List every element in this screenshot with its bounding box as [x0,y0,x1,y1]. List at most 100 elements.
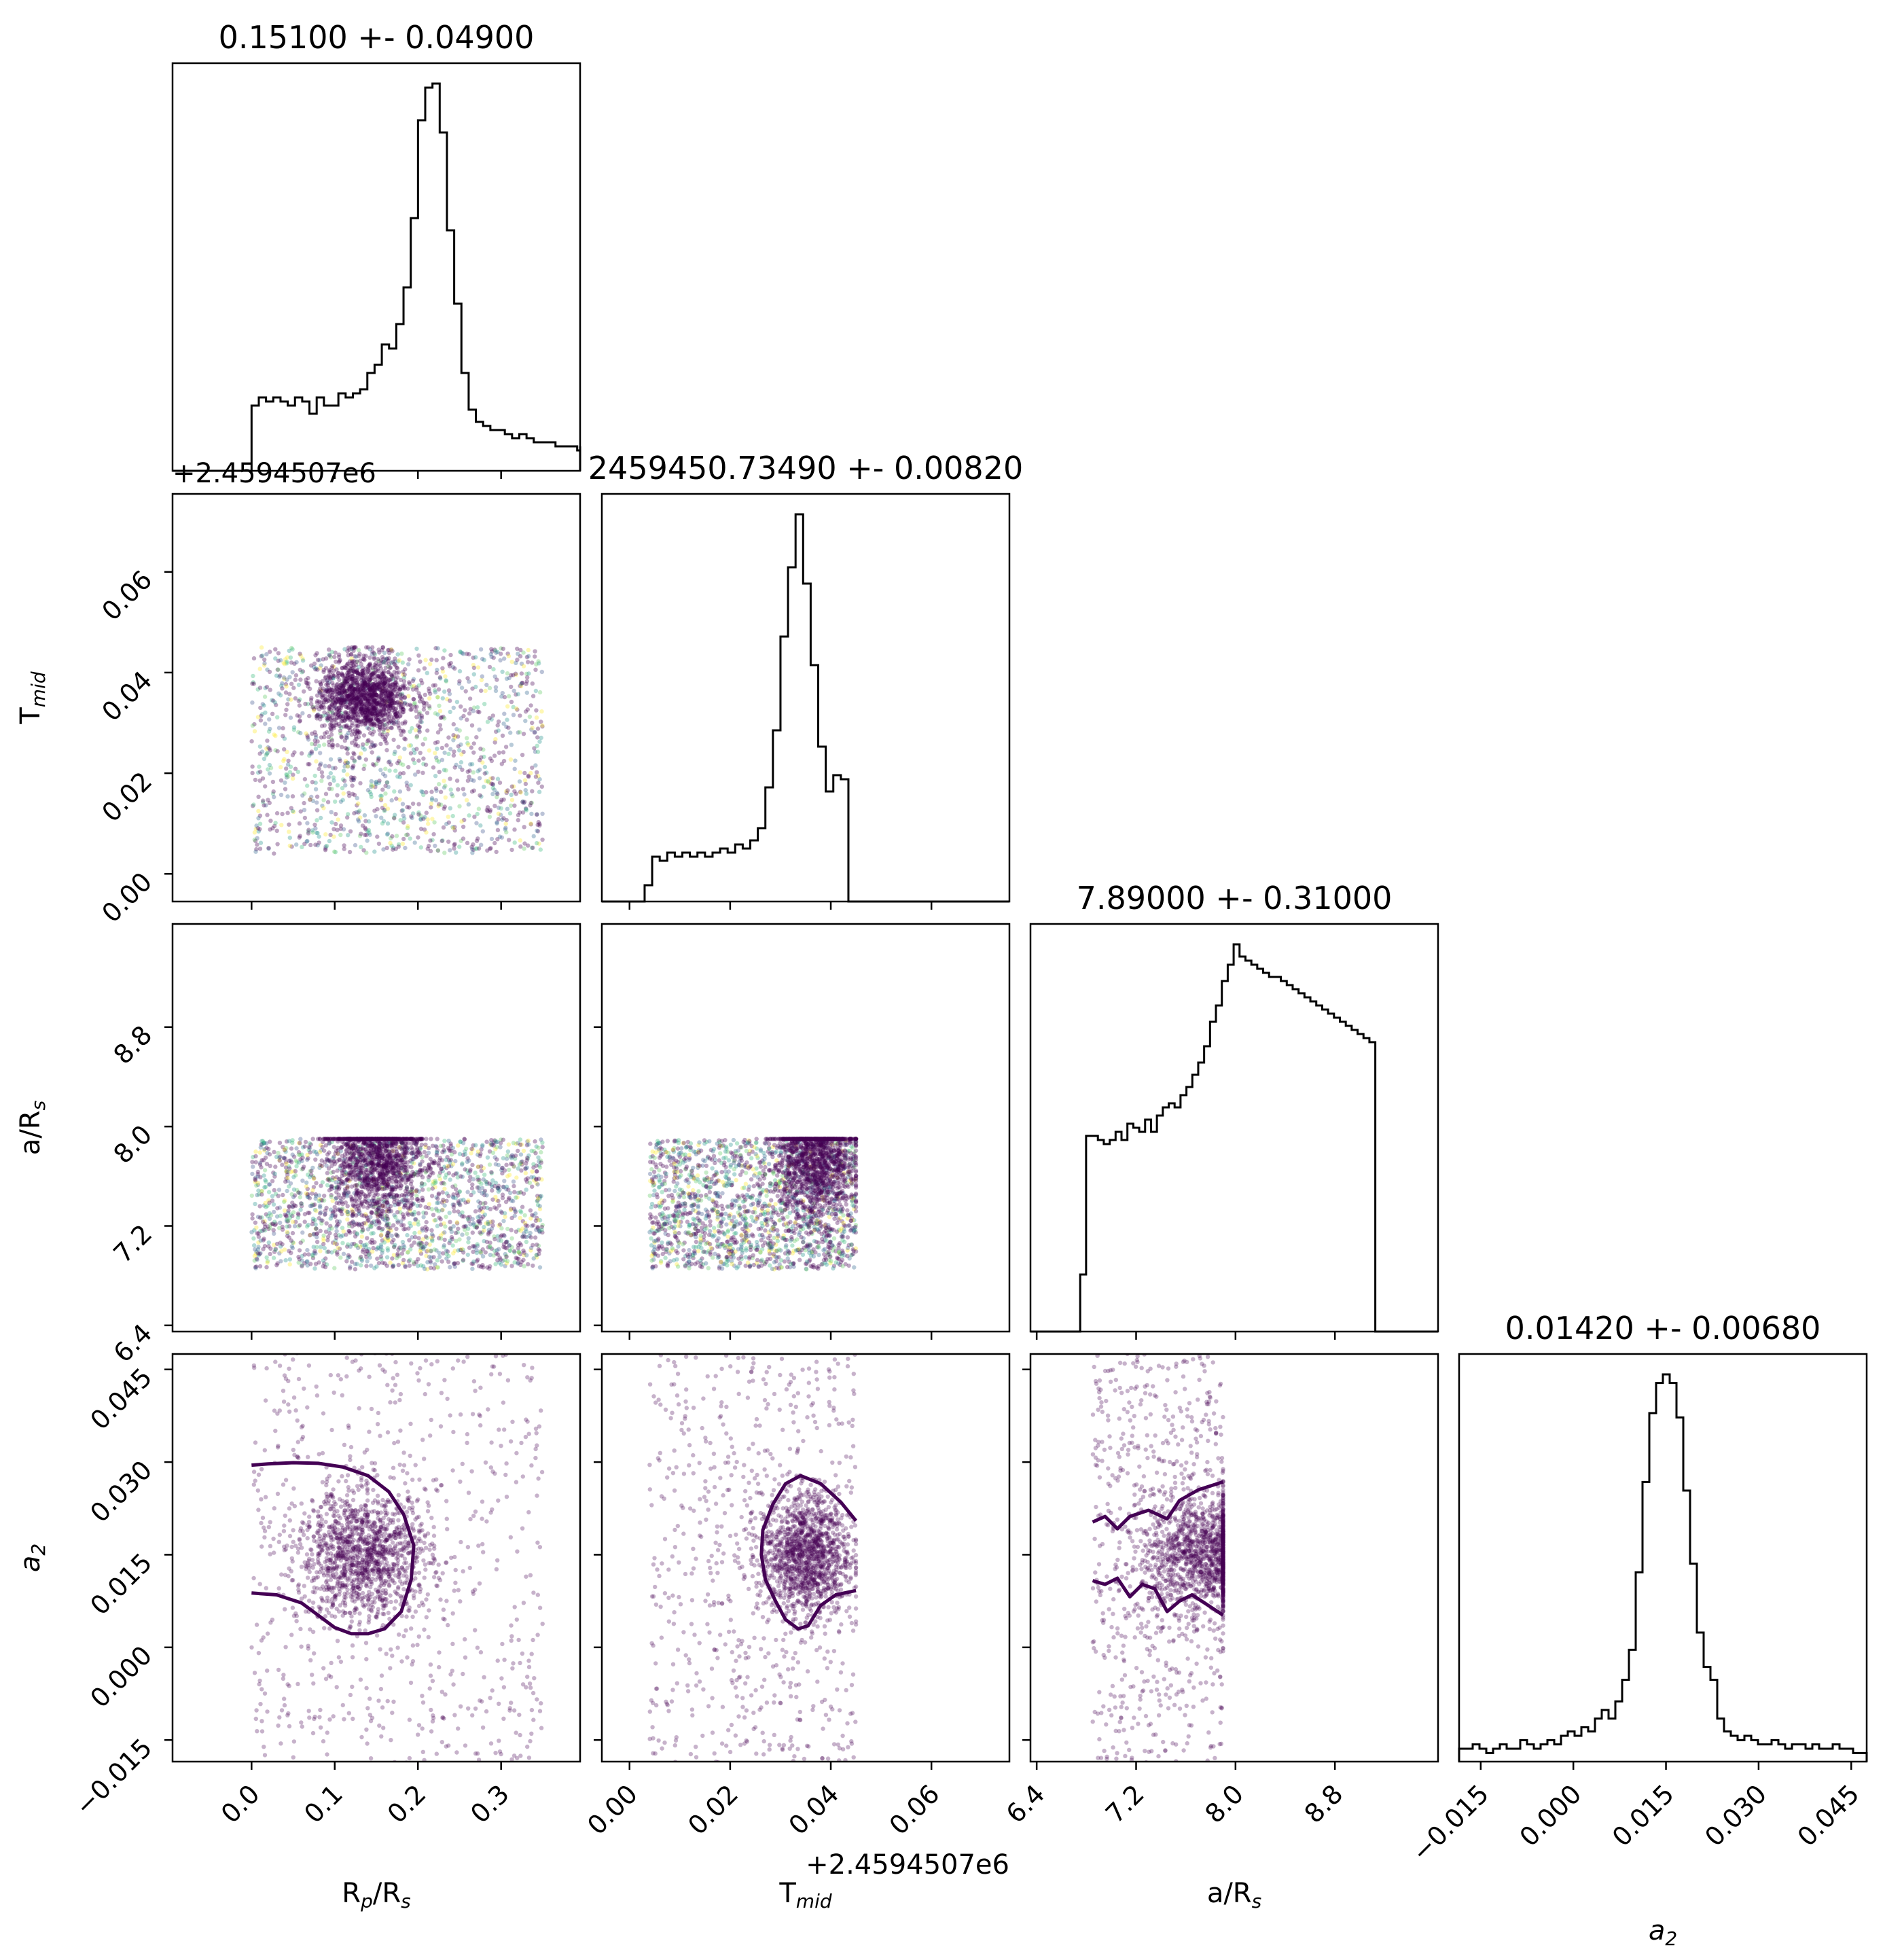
scatter-point [345,693,350,698]
scatter-point [512,784,516,789]
scatter-point [359,693,364,698]
scatter-point [386,696,391,701]
scatter-point [454,1220,459,1225]
scatter-point [369,794,374,800]
scatter-point [372,681,376,687]
scatter-point [505,788,510,793]
scatter-point [332,654,337,660]
scatter-point [377,650,382,655]
scatter-point [367,677,373,682]
scatter-point [485,848,490,853]
scatter-point [329,715,334,720]
scatter-point [351,696,356,701]
scatter-point [312,1202,317,1207]
scatter-point [401,1216,406,1221]
scatter-point [506,654,512,658]
scatter-point [378,714,384,719]
scatter-point [368,683,373,688]
scatter-point [377,702,382,707]
scatter-point [264,1205,268,1209]
scatter-point [257,769,263,774]
scatter-point [358,686,363,692]
scatter-point [307,762,312,767]
scatter-point [277,1141,283,1145]
scatter-point [303,701,308,707]
scatter-point [313,732,318,738]
scatter-point [351,677,356,682]
scatter-point [374,692,380,698]
scatter-point [519,681,524,686]
scatter-point [393,683,398,688]
scatter-point [499,835,504,840]
scatter-point [357,690,361,694]
scatter-point [382,680,387,685]
scatter-point [376,756,381,762]
scatter-point [321,806,326,810]
scatter-point [378,709,383,714]
scatter-point [271,698,276,703]
scatter-point [418,695,423,700]
scatter-point [408,703,414,709]
scatter-point [410,1212,415,1217]
scatter-point [357,654,361,658]
scatter-point [281,1156,287,1161]
scatter-point [471,770,476,775]
scatter-point [451,738,456,743]
scatter-point [362,747,367,752]
scatter-point [263,710,268,715]
scatter-point [361,698,365,702]
scatter-point [316,712,321,717]
scatter-point [384,699,389,705]
scatter-point [345,815,350,820]
scatter-point [318,717,323,721]
scatter-point [328,714,333,719]
scatter-point [369,708,374,713]
scatter-point [355,698,360,703]
scatter-point [310,830,315,835]
scatter-point [417,712,422,717]
scatter-point [259,749,265,754]
scatter-point [319,682,323,687]
scatter-point [539,784,544,789]
scatter-point [338,1255,343,1260]
scatter-point [376,658,381,663]
scatter-point [489,1246,494,1251]
scatter-point [467,774,471,779]
scatter-point [511,673,516,677]
scatter-point [437,1173,442,1179]
scatter-point [363,718,368,723]
scatter-point [341,1251,346,1256]
scatter-point [385,715,390,720]
scatter-point [308,1262,313,1266]
scatter-point [284,661,289,666]
scatter-point [519,661,524,666]
scatter-point [332,717,337,722]
scatter-point [521,1148,526,1154]
scatter-point [361,673,365,678]
scatter-point [361,713,366,718]
scatter-point [482,1225,486,1230]
scatter-point [479,1169,484,1173]
scatter-point [367,676,372,681]
scatter-point [314,1194,319,1198]
scatter-point [344,717,349,721]
scatter-point [365,699,370,705]
scatter-point [285,702,290,707]
scatter-point [317,834,321,839]
scatter-point [342,680,347,685]
scatter-point [375,713,380,717]
scatter-point [505,1174,510,1179]
scatter-point [505,652,510,656]
scatter-point [322,734,327,740]
scatter-point [384,695,389,700]
scatter-point [441,1251,446,1256]
scatter-point [499,813,503,817]
scatter-point [469,762,475,767]
scatter-point [382,703,387,708]
scatter-point [458,1139,463,1144]
scatter-point [494,729,499,734]
scatter-point [443,783,448,788]
scatter-point [478,746,483,751]
scatter-point [346,694,351,698]
scatter-point [350,678,355,683]
